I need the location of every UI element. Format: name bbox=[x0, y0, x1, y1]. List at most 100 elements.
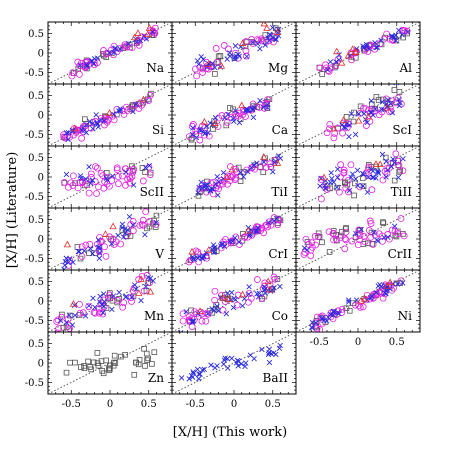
circle-point bbox=[95, 183, 102, 191]
panel-label: Si bbox=[152, 123, 164, 137]
triangle-point bbox=[244, 226, 252, 234]
circle-point bbox=[345, 120, 352, 128]
circle-point bbox=[79, 309, 87, 317]
cross-point bbox=[246, 284, 252, 290]
cross-point bbox=[250, 114, 257, 121]
panel-label: CrII bbox=[388, 247, 413, 261]
cross-point bbox=[87, 245, 94, 252]
cross-point bbox=[358, 226, 364, 233]
circle-point bbox=[240, 233, 248, 241]
circle-point bbox=[372, 290, 379, 298]
cross-point bbox=[232, 56, 238, 62]
square-point bbox=[85, 358, 91, 365]
cross-point bbox=[133, 39, 140, 45]
one-to-one-line bbox=[296, 208, 420, 270]
circle-point bbox=[354, 230, 362, 237]
panel-label: Ni bbox=[398, 309, 413, 323]
triangle-point bbox=[320, 173, 328, 181]
cross-point bbox=[352, 176, 359, 182]
circle-point bbox=[345, 188, 352, 196]
circle-point bbox=[234, 291, 242, 299]
cross-point bbox=[97, 299, 103, 305]
square-point bbox=[237, 178, 244, 184]
circle-point bbox=[355, 302, 363, 309]
cross-point bbox=[215, 178, 222, 185]
y-tick-label: 0 bbox=[38, 49, 44, 60]
circle-point bbox=[212, 45, 220, 52]
circle-point bbox=[128, 298, 135, 305]
circle-point bbox=[139, 216, 147, 224]
triangle-point bbox=[273, 28, 282, 35]
cross-point bbox=[382, 290, 388, 296]
square-point bbox=[380, 219, 386, 225]
circle-point bbox=[219, 306, 227, 314]
circle-point bbox=[248, 36, 255, 43]
circle-point bbox=[323, 129, 331, 137]
x-tick-label: 0.5 bbox=[389, 337, 405, 348]
circle-point bbox=[60, 133, 68, 141]
circle-point bbox=[179, 317, 187, 325]
cross-point bbox=[247, 231, 253, 237]
panel-crii: CrII bbox=[295, 207, 421, 271]
y-tick-label: 0.5 bbox=[28, 215, 44, 226]
triangle-point bbox=[338, 58, 346, 66]
cross-point bbox=[383, 158, 390, 164]
cross-point bbox=[266, 219, 272, 226]
panel-label: TiI bbox=[271, 185, 288, 199]
circle-point bbox=[140, 221, 148, 229]
cross-point bbox=[322, 185, 329, 192]
circle-point bbox=[211, 287, 219, 295]
cross-point bbox=[131, 282, 138, 288]
circle-point bbox=[397, 215, 405, 222]
circle-point bbox=[185, 133, 193, 141]
panel-na: -0.5 0 0.5 Na bbox=[25, 21, 173, 85]
cross-point bbox=[204, 64, 210, 70]
circle-point bbox=[392, 150, 400, 158]
cross-point bbox=[391, 159, 398, 166]
circle-point bbox=[91, 309, 99, 317]
cross-point bbox=[389, 110, 396, 116]
cross-point bbox=[89, 250, 96, 257]
cross-point bbox=[199, 367, 206, 373]
cross-point bbox=[261, 159, 267, 165]
square-point bbox=[352, 180, 358, 187]
circle-point bbox=[93, 190, 100, 197]
triangle-point bbox=[361, 294, 369, 302]
cross-point bbox=[79, 127, 85, 134]
data-points bbox=[185, 96, 273, 144]
square-point bbox=[151, 349, 158, 356]
circle-point bbox=[318, 195, 325, 203]
cross-point bbox=[331, 308, 338, 315]
square-point bbox=[350, 118, 357, 125]
square-point bbox=[82, 116, 88, 122]
circle-point bbox=[267, 221, 275, 229]
circle-point bbox=[400, 232, 408, 240]
square-point bbox=[343, 225, 349, 231]
circle-point bbox=[85, 303, 93, 311]
cross-point bbox=[97, 117, 104, 123]
cross-point bbox=[364, 119, 370, 126]
cross-point bbox=[76, 248, 82, 255]
square-point bbox=[351, 192, 357, 199]
square-point bbox=[400, 231, 406, 237]
cross-point bbox=[225, 111, 231, 118]
data-points bbox=[53, 271, 156, 332]
square-point bbox=[153, 212, 160, 219]
circle-point bbox=[123, 43, 131, 51]
circle-point bbox=[330, 236, 337, 244]
data-points bbox=[300, 215, 408, 260]
circle-point bbox=[74, 58, 82, 66]
panel-label: Co bbox=[272, 309, 288, 323]
cross-point bbox=[215, 192, 221, 198]
cross-point bbox=[80, 125, 86, 131]
circle-point bbox=[228, 237, 236, 245]
circle-point bbox=[223, 112, 231, 119]
cross-point bbox=[190, 254, 196, 260]
cross-point bbox=[370, 168, 376, 174]
cross-point bbox=[264, 104, 271, 111]
square-point bbox=[380, 220, 387, 227]
cross-point bbox=[229, 238, 236, 245]
data-points bbox=[63, 345, 158, 378]
circle-point bbox=[179, 310, 187, 318]
cross-point bbox=[225, 365, 231, 371]
